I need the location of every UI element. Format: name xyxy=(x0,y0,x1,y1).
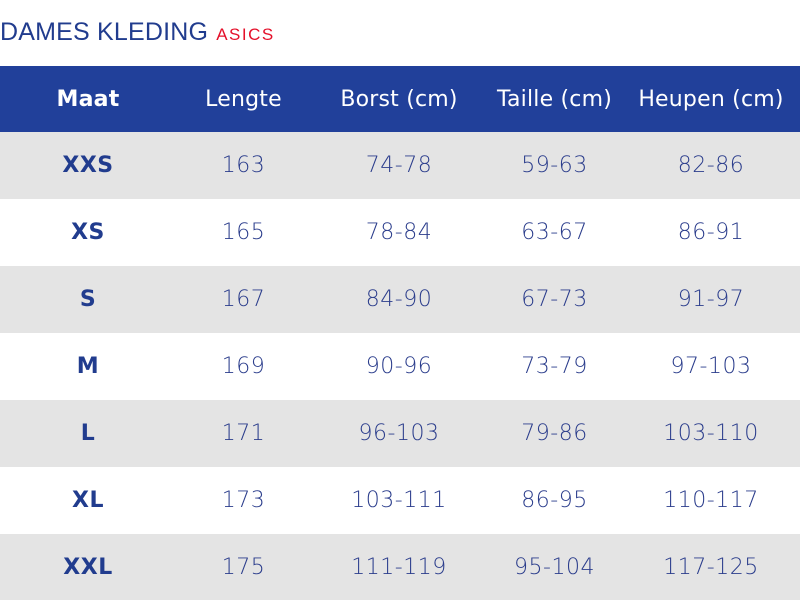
chest-cell: 103-111 xyxy=(351,488,447,513)
size-cell: XXL xyxy=(63,554,113,580)
size-cell: L xyxy=(80,421,96,446)
table-row: XXL 175 111-119 95-104 117-125 xyxy=(0,534,800,600)
header-size: Maat xyxy=(56,86,120,112)
table-row: M 169 90-96 73-79 97-103 xyxy=(0,333,800,400)
header-waist: Taille (cm) xyxy=(496,86,613,112)
table-row: XL 173 103-111 86-95 110-117 xyxy=(0,467,800,534)
header-hips: Heupen (cm) xyxy=(638,86,784,112)
waist-cell: 95-104 xyxy=(514,554,595,580)
table-row: S 167 84-90 67-73 91-97 xyxy=(0,266,800,333)
header-length: Lengte xyxy=(205,86,282,112)
chest-cell: 96-103 xyxy=(358,421,440,446)
length-cell: 171 xyxy=(221,421,266,446)
chest-cell: 78-84 xyxy=(365,220,433,245)
size-cell: M xyxy=(76,354,100,379)
table-header-row: Maat Lengte Borst (cm) Taille (cm) Heupe… xyxy=(0,66,800,132)
hips-cell: 117-125 xyxy=(663,554,759,580)
chest-cell: 84-90 xyxy=(365,287,433,312)
waist-cell: 67-73 xyxy=(521,287,588,312)
table-row: L 171 96-103 79-86 103-110 xyxy=(0,400,800,467)
length-cell: 173 xyxy=(221,488,266,513)
waist-cell: 73-79 xyxy=(521,354,588,379)
size-cell: XS xyxy=(71,220,105,245)
size-cell: XL xyxy=(72,488,104,513)
size-cell: XXS xyxy=(62,153,114,178)
table-row: XXS 163 74-78 59-63 82-86 xyxy=(0,132,800,199)
length-cell: 167 xyxy=(221,287,266,312)
hips-cell: 82-86 xyxy=(677,153,745,178)
table-row: XS 165 78-84 63-67 86-91 xyxy=(0,199,800,266)
chest-cell: 74-78 xyxy=(365,153,433,178)
length-cell: 165 xyxy=(221,220,266,245)
length-cell: 175 xyxy=(221,554,266,580)
hips-cell: 103-110 xyxy=(663,421,759,446)
hips-cell: 86-91 xyxy=(677,220,745,245)
header-chest: Borst (cm) xyxy=(340,86,458,112)
hips-cell: 110-117 xyxy=(663,488,759,513)
page-title: DAMES KLEDING ASICS xyxy=(0,18,275,50)
length-cell: 169 xyxy=(221,354,266,379)
waist-cell: 59-63 xyxy=(521,153,588,178)
brand-name: ASICS xyxy=(216,25,275,44)
hips-cell: 91-97 xyxy=(677,287,745,312)
waist-cell: 63-67 xyxy=(521,220,588,245)
waist-cell: 86-95 xyxy=(521,488,588,513)
length-cell: 163 xyxy=(221,153,266,178)
chest-cell: 90-96 xyxy=(365,354,433,379)
size-cell: S xyxy=(79,287,97,312)
waist-cell: 79-86 xyxy=(521,421,588,446)
hips-cell: 97-103 xyxy=(670,354,752,379)
title-main: DAMES KLEDING xyxy=(0,18,209,46)
size-table: Maat Lengte Borst (cm) Taille (cm) Heupe… xyxy=(0,66,800,600)
chest-cell: 111-119 xyxy=(351,554,447,580)
